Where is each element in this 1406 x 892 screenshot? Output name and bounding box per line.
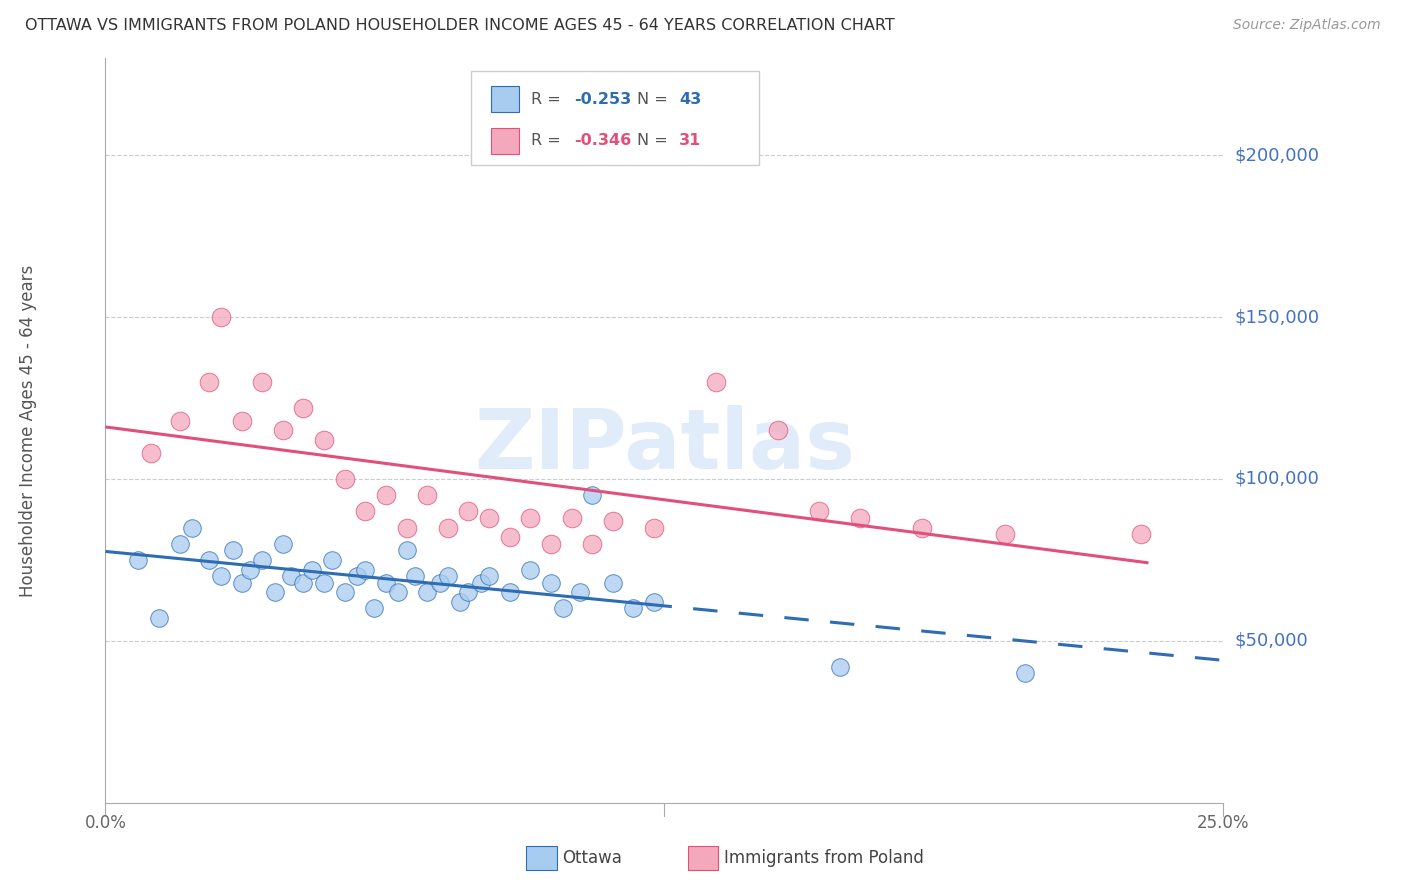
Point <box>540 575 562 590</box>
Point <box>568 585 591 599</box>
Point <box>292 575 315 590</box>
Text: $50,000: $50,000 <box>1234 632 1308 650</box>
Point <box>560 511 582 525</box>
Text: Source: ZipAtlas.com: Source: ZipAtlas.com <box>1233 18 1381 32</box>
Point <box>333 472 356 486</box>
Point <box>416 585 439 599</box>
Point <box>387 585 409 599</box>
Point <box>553 601 575 615</box>
Point <box>250 553 273 567</box>
Text: Householder Income Ages 45 - 64 years: Householder Income Ages 45 - 64 years <box>20 264 37 597</box>
Point <box>416 488 439 502</box>
Point <box>231 575 253 590</box>
Text: 25.0%: 25.0% <box>1197 814 1250 831</box>
Point <box>280 569 302 583</box>
Point <box>127 553 149 567</box>
Point <box>231 414 253 428</box>
Point <box>312 433 335 447</box>
Point <box>404 569 426 583</box>
Text: R =: R = <box>531 134 567 148</box>
Point <box>354 563 377 577</box>
Point <box>148 611 170 625</box>
Point <box>704 375 727 389</box>
Point <box>498 585 520 599</box>
Point <box>321 553 343 567</box>
Point <box>271 424 294 438</box>
Point <box>581 488 603 502</box>
Text: $200,000: $200,000 <box>1234 146 1319 164</box>
Text: N =: N = <box>637 92 673 106</box>
Text: $150,000: $150,000 <box>1234 308 1320 326</box>
Point <box>498 530 520 544</box>
Point <box>209 569 232 583</box>
Text: ZIPatlas: ZIPatlas <box>474 405 855 486</box>
Point <box>271 537 294 551</box>
Point <box>436 520 458 534</box>
Point <box>197 553 219 567</box>
Text: OTTAWA VS IMMIGRANTS FROM POLAND HOUSEHOLDER INCOME AGES 45 - 64 YEARS CORRELATI: OTTAWA VS IMMIGRANTS FROM POLAND HOUSEHO… <box>25 18 896 33</box>
Point <box>808 504 831 518</box>
Point <box>301 563 323 577</box>
Point <box>395 520 418 534</box>
Text: $100,000: $100,000 <box>1234 470 1319 488</box>
Point <box>139 446 162 460</box>
Text: 43: 43 <box>679 92 702 106</box>
Point <box>395 543 418 558</box>
Text: Ottawa: Ottawa <box>562 849 623 867</box>
Point <box>470 575 492 590</box>
Point <box>540 537 562 551</box>
Point <box>1129 527 1152 541</box>
Text: -0.253: -0.253 <box>574 92 631 106</box>
Point <box>478 569 501 583</box>
Point <box>519 511 541 525</box>
Point <box>374 488 396 502</box>
Point <box>429 575 451 590</box>
Point <box>374 575 396 590</box>
Point <box>911 520 934 534</box>
Point <box>643 520 665 534</box>
Point <box>519 563 541 577</box>
Point <box>457 504 479 518</box>
Point <box>581 537 603 551</box>
Point <box>1014 666 1036 681</box>
Point <box>766 424 789 438</box>
Point <box>436 569 458 583</box>
Text: Immigrants from Poland: Immigrants from Poland <box>724 849 924 867</box>
Point <box>263 585 285 599</box>
Point <box>169 414 191 428</box>
Point <box>333 585 356 599</box>
Point <box>239 563 262 577</box>
Point <box>994 527 1017 541</box>
Point <box>602 514 624 528</box>
Point <box>181 520 204 534</box>
Text: -0.346: -0.346 <box>574 134 631 148</box>
Point <box>197 375 219 389</box>
Point <box>312 575 335 590</box>
Point <box>169 537 191 551</box>
Point <box>354 504 377 518</box>
Point <box>292 401 315 415</box>
Point <box>250 375 273 389</box>
Point <box>449 595 471 609</box>
Point <box>222 543 245 558</box>
Text: 0.0%: 0.0% <box>84 814 127 831</box>
Text: R =: R = <box>531 92 567 106</box>
Point <box>457 585 479 599</box>
Point <box>209 310 232 324</box>
Point <box>478 511 501 525</box>
Point <box>602 575 624 590</box>
Text: N =: N = <box>637 134 673 148</box>
Text: 31: 31 <box>679 134 702 148</box>
Point <box>849 511 872 525</box>
Point <box>643 595 665 609</box>
Point <box>346 569 368 583</box>
Point <box>828 660 851 674</box>
Point <box>621 601 644 615</box>
Point <box>363 601 385 615</box>
